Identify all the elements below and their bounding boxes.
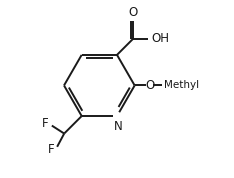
Text: O: O bbox=[145, 79, 154, 92]
Text: O: O bbox=[129, 6, 138, 19]
Text: OH: OH bbox=[151, 32, 169, 45]
Text: Methyl: Methyl bbox=[164, 80, 199, 90]
Text: F: F bbox=[48, 143, 55, 156]
Text: F: F bbox=[42, 117, 48, 130]
Text: N: N bbox=[113, 121, 122, 134]
